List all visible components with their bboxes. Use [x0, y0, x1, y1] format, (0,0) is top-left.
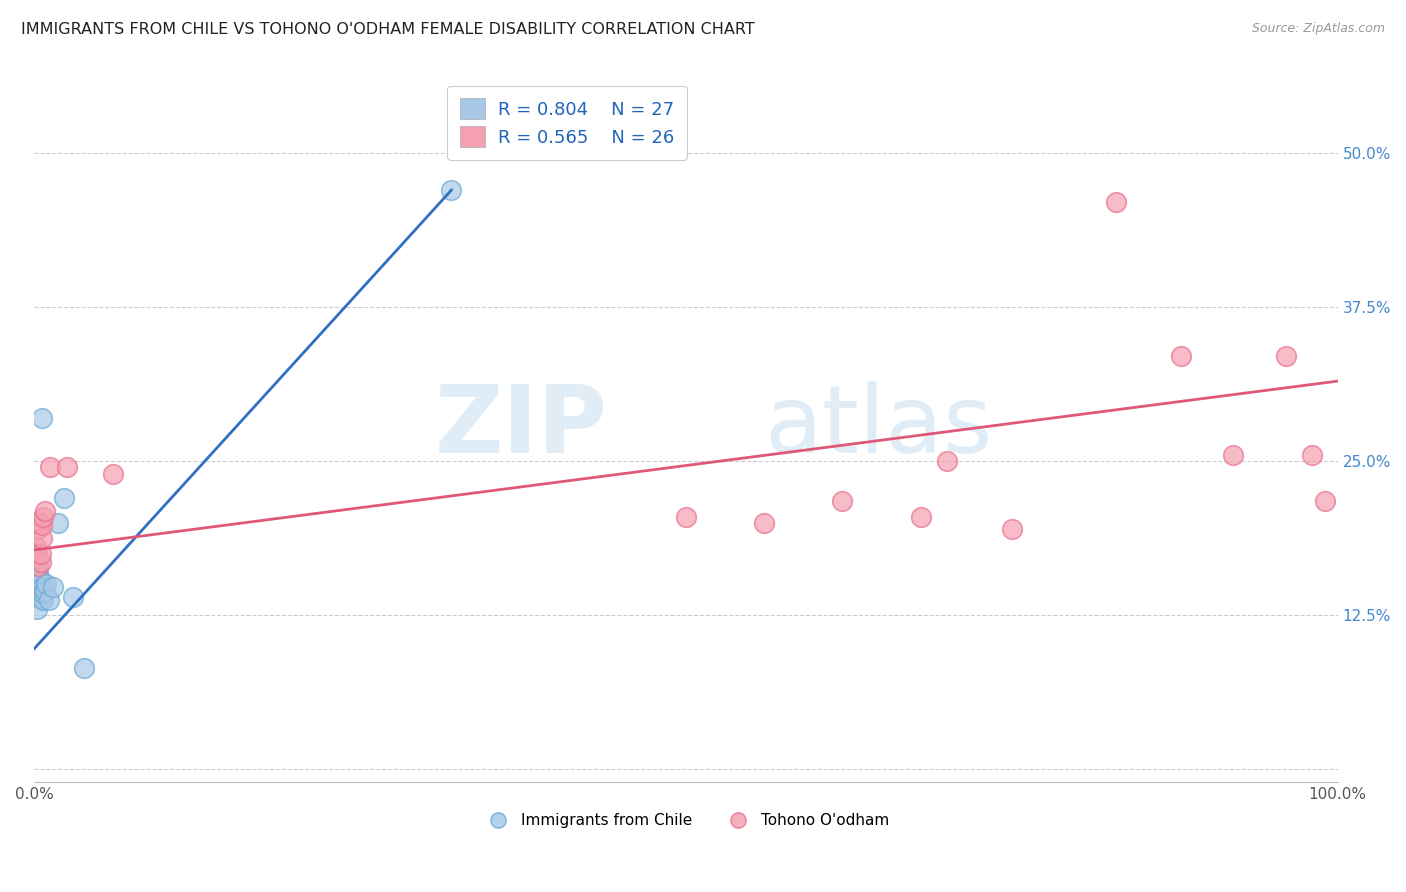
Legend: Immigrants from Chile, Tohono O'odham: Immigrants from Chile, Tohono O'odham [477, 807, 896, 834]
Point [53, 491, 76, 506]
Point [27, 522, 49, 536]
Point [27, 577, 49, 591]
Point [28, 574, 51, 589]
Point [31, 586, 53, 600]
Point [1001, 522, 1024, 536]
Point [1105, 195, 1128, 210]
Point [101, 467, 124, 481]
Point [1301, 448, 1323, 462]
Point [31, 581, 53, 595]
Point [27, 580, 49, 594]
Point [39, 460, 62, 475]
Point [27, 558, 49, 573]
Point [28, 580, 51, 594]
Point [34, 583, 56, 598]
Point [25, 565, 48, 579]
Point [32, 593, 55, 607]
Point [831, 493, 853, 508]
Point [62, 590, 84, 604]
Point [31, 518, 53, 533]
Point [30, 547, 52, 561]
Point [34, 503, 56, 517]
Point [41, 580, 63, 594]
Point [31, 592, 53, 607]
Point [24, 571, 46, 585]
Point [440, 183, 463, 197]
Text: ZIP: ZIP [434, 381, 607, 474]
Point [675, 509, 697, 524]
Point [1274, 350, 1296, 364]
Point [30, 574, 52, 588]
Point [24, 541, 46, 555]
Point [28, 516, 51, 530]
Point [30, 555, 52, 569]
Point [32, 586, 55, 600]
Text: atlas: atlas [765, 381, 993, 474]
Point [32, 509, 55, 524]
Point [56, 460, 79, 475]
Point [1313, 493, 1336, 508]
Point [30, 590, 52, 604]
Point [754, 516, 776, 530]
Point [35, 577, 58, 591]
Point [27, 565, 49, 579]
Point [25, 602, 48, 616]
Point [30, 580, 52, 594]
Point [46, 516, 69, 530]
Point [73, 661, 96, 675]
Point [1222, 448, 1244, 462]
Point [910, 509, 932, 524]
Point [31, 411, 53, 425]
Point [1170, 350, 1192, 364]
Text: Source: ZipAtlas.com: Source: ZipAtlas.com [1251, 22, 1385, 36]
Text: IMMIGRANTS FROM CHILE VS TOHONO O'ODHAM FEMALE DISABILITY CORRELATION CHART: IMMIGRANTS FROM CHILE VS TOHONO O'ODHAM … [21, 22, 755, 37]
Point [25, 547, 48, 561]
Point [28, 587, 51, 601]
Point [935, 454, 957, 468]
Point [31, 531, 53, 545]
Point [38, 593, 60, 607]
